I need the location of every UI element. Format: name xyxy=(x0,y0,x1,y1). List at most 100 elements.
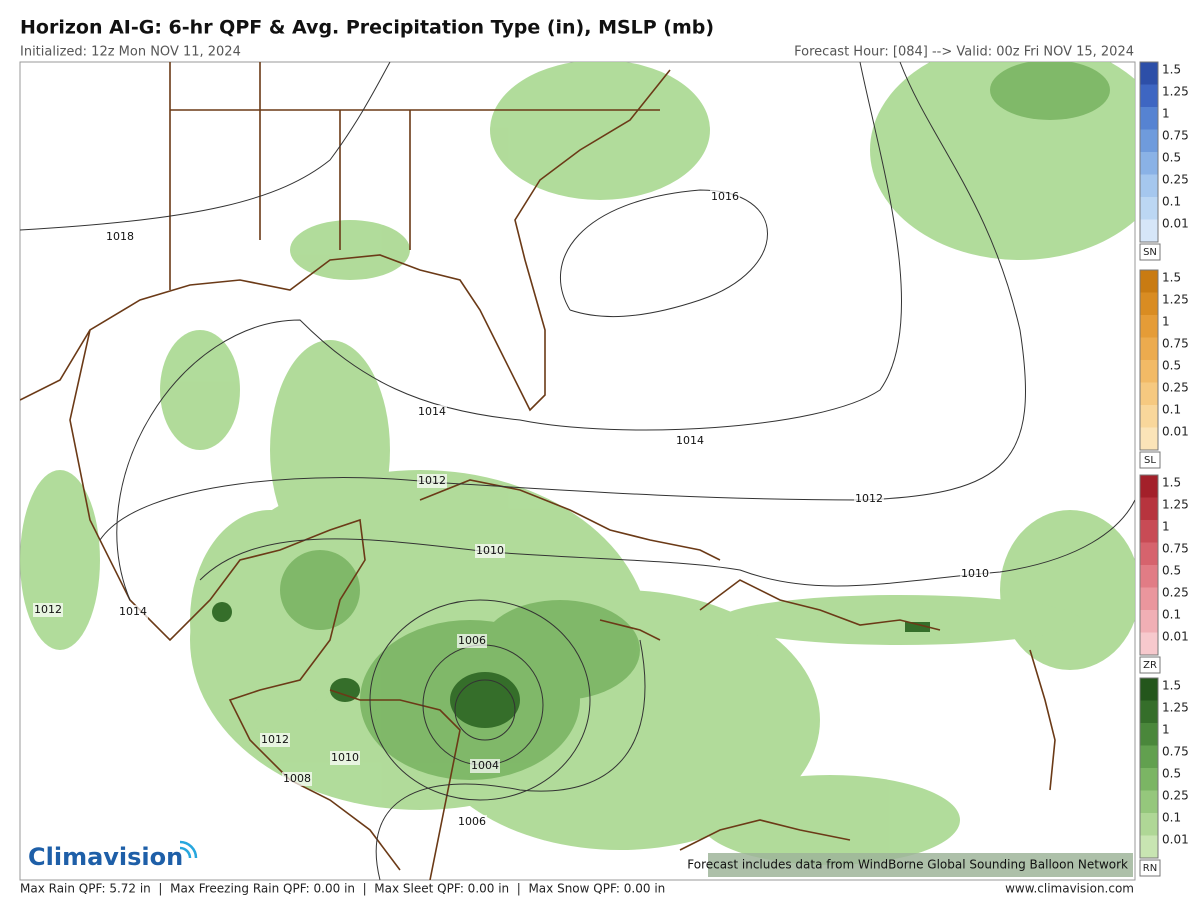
legend-tick-label: 0.5 xyxy=(1162,564,1181,578)
legend-tick-label: 0.5 xyxy=(1162,359,1181,373)
isobar-label: 1008 xyxy=(283,772,311,785)
isobar-label: 1010 xyxy=(476,544,504,557)
logo-text: Climavision xyxy=(28,843,183,871)
legend-code-box xyxy=(1139,859,1161,877)
color-bar-segment xyxy=(1140,565,1158,588)
isobar-label: 1016 xyxy=(711,190,739,203)
isobar-label-bg xyxy=(118,605,148,619)
legend-tick-label: 1.5 xyxy=(1162,271,1181,285)
isobar-label-bg xyxy=(960,567,990,581)
color-bar-segment xyxy=(1140,610,1158,633)
legend-tick-label: 1 xyxy=(1162,315,1170,329)
legend-code: RN xyxy=(1143,863,1157,874)
color-bar-frame xyxy=(1139,677,1159,859)
isobar-label: 1012 xyxy=(855,492,883,505)
color-bar-segment xyxy=(1140,700,1158,723)
legend-tick-label: 1.25 xyxy=(1162,293,1189,307)
legend-tick-label: 0.1 xyxy=(1162,811,1181,825)
color-bar-segment xyxy=(1140,292,1158,315)
isobar-label: 1014 xyxy=(119,605,147,618)
legend-tick-label: 0.75 xyxy=(1162,129,1189,143)
isobar-label-bg xyxy=(457,634,487,648)
legend-tick-label: 0.5 xyxy=(1162,151,1181,165)
color-bar-segment xyxy=(1140,542,1158,565)
initialized: Initialized: 12z Mon NOV 11, 2024 xyxy=(20,45,241,60)
isobar-label: 1012 xyxy=(34,603,62,616)
legend-tick-label: 1 xyxy=(1162,107,1170,121)
color-bar-segment xyxy=(1140,520,1158,543)
legend-code: SN xyxy=(1143,247,1157,258)
color-bar-segment xyxy=(1140,360,1158,383)
legend-code: ZR xyxy=(1143,660,1157,671)
legend-tick-label: 1.25 xyxy=(1162,85,1189,99)
color-bar-segment xyxy=(1140,84,1158,107)
title: Horizon AI-G: 6-hr QPF & Avg. Precipitat… xyxy=(20,17,714,39)
color-bar-segment xyxy=(1140,174,1158,197)
note-box xyxy=(708,853,1133,877)
legend-tick-label: 0.1 xyxy=(1162,403,1181,417)
color-bar-segment xyxy=(1140,745,1158,768)
isobar-label: 1006 xyxy=(458,815,486,828)
legend-tick-label: 1 xyxy=(1162,520,1170,534)
isobar-label: 1014 xyxy=(418,405,446,418)
legend-tick-label: 0.25 xyxy=(1162,789,1189,803)
color-bar-frame xyxy=(1139,474,1159,656)
legend-tick-label: 1.25 xyxy=(1162,498,1189,512)
logo-waves xyxy=(179,840,198,859)
color-bar-segment xyxy=(1140,475,1158,498)
legend-tick-label: 0.01 xyxy=(1162,833,1189,847)
data-note: Forecast includes data from WindBorne Gl… xyxy=(687,858,1128,872)
isobar-label-bg xyxy=(470,759,500,773)
legend-tick-label: 0.25 xyxy=(1162,173,1189,187)
color-bar-frame xyxy=(1139,269,1159,451)
legend-tick-label: 0.5 xyxy=(1162,767,1181,781)
isobar-label: 1018 xyxy=(106,230,134,243)
color-bar-segment xyxy=(1140,813,1158,836)
legend-tick-label: 0.75 xyxy=(1162,337,1189,351)
color-bar-segment xyxy=(1140,129,1158,152)
color-bar-segment xyxy=(1140,587,1158,610)
color-bar-segment xyxy=(1140,768,1158,791)
legend-tick-label: 0.1 xyxy=(1162,608,1181,622)
isobars xyxy=(20,62,1135,880)
legend-tick-label: 0.25 xyxy=(1162,381,1189,395)
isobar-label: 1010 xyxy=(331,751,359,764)
logo: Climavision xyxy=(28,840,198,871)
isobar-label-bg xyxy=(33,603,63,617)
isobar-labels: 1018 1016 1014 1014 1012 1012 1010 1010 1012 1014… xyxy=(33,190,990,829)
isobar-label: 1006 xyxy=(458,634,486,647)
color-bar-segment xyxy=(1140,152,1158,175)
color-bar-segment xyxy=(1140,405,1158,428)
color-bar-segment xyxy=(1140,315,1158,338)
legend-code-box xyxy=(1139,451,1161,469)
max-stats: Max Rain QPF: 5.72 in | Max Freezing Rai… xyxy=(20,882,665,896)
website: www.climavision.com xyxy=(1005,882,1134,896)
legend-tick-label: 1 xyxy=(1162,723,1170,737)
isobar-label-bg xyxy=(475,544,505,558)
color-bar-segment xyxy=(1140,835,1158,858)
color-bar-segment xyxy=(1140,497,1158,520)
color-bar-segment xyxy=(1140,62,1158,85)
color-bar-segment xyxy=(1140,632,1158,655)
legend-tick-label: 0.01 xyxy=(1162,425,1189,439)
isobar-label: 1012 xyxy=(418,474,446,487)
color-bar-segment xyxy=(1140,678,1158,701)
isobar-label-bg xyxy=(710,190,740,204)
legend-tick-label: 1.5 xyxy=(1162,63,1181,77)
legend-code: SL xyxy=(1144,455,1156,466)
isobar-label-bg xyxy=(105,230,135,244)
isobar-label: 1010 xyxy=(961,567,989,580)
legend-tick-label: 0.01 xyxy=(1162,217,1189,231)
color-bar-segment xyxy=(1140,790,1158,813)
color-bar-segment xyxy=(1140,382,1158,405)
isobar-label-bg xyxy=(854,492,884,506)
legend-code-box xyxy=(1139,243,1161,261)
legend-tick-label: 0.75 xyxy=(1162,745,1189,759)
legend-tick-label: 1.5 xyxy=(1162,476,1181,490)
legend-tick-label: 0.1 xyxy=(1162,195,1181,209)
isobar-label-bg xyxy=(417,474,447,488)
isobar-label-bg xyxy=(457,815,487,829)
legend-tick-label: 0.01 xyxy=(1162,630,1189,644)
color-bar-segment xyxy=(1140,337,1158,360)
